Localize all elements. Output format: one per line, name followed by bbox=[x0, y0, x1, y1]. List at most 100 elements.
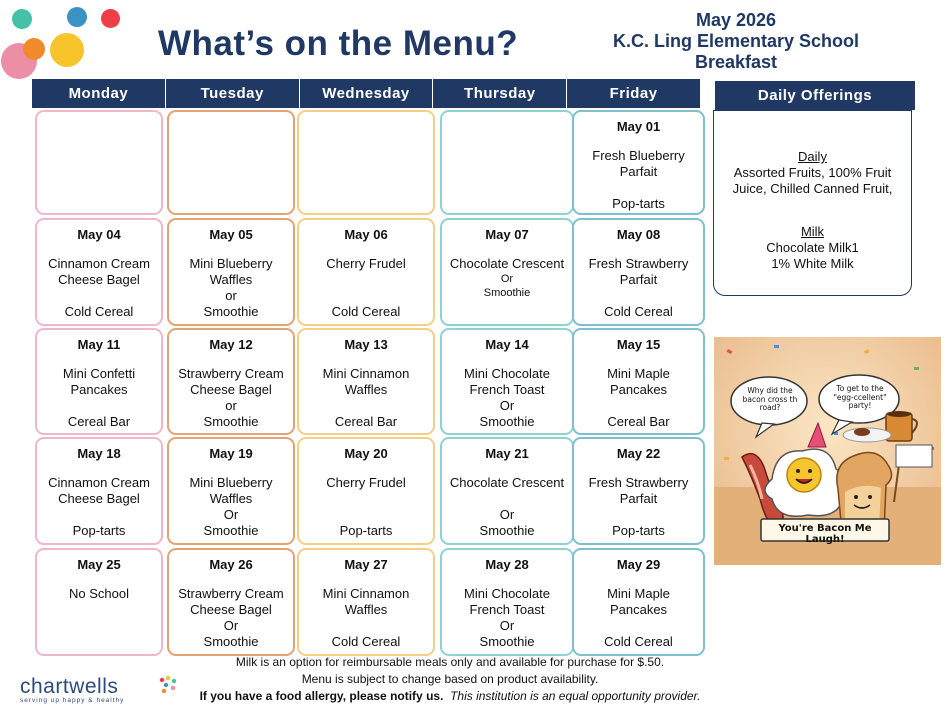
illustration-bubble-left: Why did the bacon cross th road? bbox=[742, 386, 798, 412]
day-cell-friday: May 22 Fresh Strawberry Parfait Pop-tarts bbox=[572, 437, 705, 545]
menu-date: May 22 bbox=[616, 446, 661, 461]
footer-equal-opportunity-note: This institution is an equal opportunity… bbox=[450, 689, 701, 703]
menu-item: Chocolate Crescent bbox=[449, 475, 565, 490]
day-cell-monday bbox=[35, 110, 163, 215]
menu-item: Pop-tarts bbox=[612, 523, 665, 538]
chartwells-logo: chartwells serving up happy & healthy bbox=[20, 675, 177, 704]
illustration-bubble-right: To get to the "egg-ccellent" party! bbox=[833, 384, 887, 410]
menu-date: May 14 bbox=[485, 337, 529, 352]
menu-item: Cinnamon Cream bbox=[48, 475, 150, 490]
day-cell-wednesday: May 06 Cherry Frudel Cold Cereal bbox=[297, 218, 435, 326]
menu-month: May 2026 bbox=[695, 10, 777, 30]
menu-item: Cheese Bagel bbox=[190, 382, 272, 397]
menu-item: No School bbox=[69, 586, 129, 601]
menu-date: May 29 bbox=[616, 557, 661, 572]
logo-tagline: serving up happy & healthy bbox=[20, 697, 125, 704]
footer-allergy-note: If you have a food allergy, please notif… bbox=[199, 689, 444, 703]
menu-item: Cold Cereal bbox=[331, 304, 401, 319]
menu-item: Mini Maple bbox=[607, 366, 670, 381]
menu-item: Mini Blueberry bbox=[189, 256, 273, 271]
menu-item: Cheese Bagel bbox=[190, 602, 272, 617]
menu-item: Cold Cereal bbox=[64, 304, 134, 319]
menu-item: Smoothie bbox=[479, 523, 535, 538]
menu-item: Or bbox=[499, 507, 515, 522]
menu-item: Cherry Frudel bbox=[326, 475, 406, 490]
daily-offerings-header: Daily Offerings bbox=[715, 81, 915, 110]
menu-date: May 21 bbox=[485, 446, 529, 461]
menu-date: May 19 bbox=[209, 446, 253, 461]
menu-item: or bbox=[225, 288, 237, 303]
footer-notes: Milk is an option for reimbursable meals… bbox=[180, 654, 720, 705]
milk-line: Chocolate Milk1 bbox=[766, 240, 859, 255]
day-header-thursday: Thursday bbox=[433, 79, 568, 108]
menu-item: Mini Confetti bbox=[62, 366, 136, 381]
menu-item: French Toast bbox=[469, 382, 545, 397]
day-cell-thursday bbox=[440, 110, 574, 215]
menu-item: Smoothie bbox=[203, 523, 259, 538]
menu-item: Chocolate Crescent bbox=[449, 256, 565, 271]
day-cell-friday: May 15 Mini Maple Pancakes Cereal Bar bbox=[572, 328, 705, 435]
menu-item: Waffles bbox=[209, 272, 253, 287]
menu-item: Cinnamon Cream bbox=[48, 256, 150, 271]
menu-date: May 12 bbox=[209, 337, 253, 352]
day-header-tuesday: Tuesday bbox=[166, 79, 300, 108]
menu-item: Cereal Bar bbox=[607, 414, 670, 429]
day-cell-thursday: May 28 Mini Chocolate French Toast Or Smooth… bbox=[440, 548, 574, 656]
menu-item: Smoothie bbox=[203, 634, 259, 649]
menu-item: Parfait bbox=[619, 164, 658, 179]
menu-item: Strawberry Cream bbox=[178, 586, 284, 601]
menu-item: Parfait bbox=[619, 491, 658, 506]
menu-date: May 26 bbox=[209, 557, 253, 572]
footer-milk-note: Milk is an option for reimbursable meals… bbox=[235, 655, 665, 669]
menu-item: Waffles bbox=[344, 382, 388, 397]
day-cell-friday: May 01 Fresh Blueberry Parfait Pop-tarts bbox=[572, 110, 705, 215]
menu-item: Smoothie bbox=[479, 634, 535, 649]
menu-date: May 28 bbox=[485, 557, 529, 572]
menu-date: May 08 bbox=[616, 227, 661, 242]
menu-item: Smoothie bbox=[483, 287, 531, 299]
footer-menu-note: Menu is subject to change based on produ… bbox=[301, 672, 599, 686]
menu-item: Cereal Bar bbox=[334, 414, 398, 429]
menu-item: Fresh Strawberry bbox=[588, 475, 689, 490]
menu-item: Pop-tarts bbox=[339, 523, 393, 538]
logo-dots-icon bbox=[159, 675, 177, 694]
menu-date: May 01 bbox=[616, 119, 661, 134]
menu-date: May 07 bbox=[485, 227, 529, 242]
day-cell-friday: May 29 Mini Maple Pancakes Cold Cereal bbox=[572, 548, 705, 656]
page-title: What’s on the Menu? bbox=[158, 24, 519, 63]
menu-item: Cereal Bar bbox=[67, 414, 131, 429]
daily-line: Juice, Chilled Canned Fruit, bbox=[732, 181, 893, 196]
day-cell-monday: May 04 Cinnamon Cream Cheese Bagel Cold Cer… bbox=[35, 218, 163, 326]
day-cell-wednesday: May 20 Cherry Frudel Pop-tarts bbox=[297, 437, 435, 545]
school-name: K.C. Ling Elementary School bbox=[612, 31, 860, 51]
menu-item: Waffles bbox=[209, 491, 253, 506]
menu-item: Or bbox=[499, 618, 515, 633]
menu-item: Mini Chocolate bbox=[464, 586, 550, 601]
menu-item: Strawberry Cream bbox=[178, 366, 284, 381]
menu-date: May 25 bbox=[77, 557, 121, 572]
menu-item: Cold Cereal bbox=[604, 634, 673, 649]
bacon-egg-toast-illustration: Why did the bacon cross th road? To get … bbox=[714, 337, 941, 565]
menu-item: Pancakes bbox=[609, 382, 668, 397]
menu-item: Smoothie bbox=[479, 414, 535, 429]
day-header-friday: Friday bbox=[609, 85, 658, 102]
menu-item: Pancakes bbox=[609, 602, 668, 617]
logo-wordmark: chartwells bbox=[20, 675, 119, 698]
day-header-wednesday: Wednesday bbox=[300, 79, 434, 108]
menu-date: May 18 bbox=[77, 446, 121, 461]
menu-item: Pop-tarts bbox=[72, 523, 126, 538]
menu-date: May 20 bbox=[344, 446, 388, 461]
menu-item: or bbox=[225, 398, 237, 413]
menu-item: Cold Cereal bbox=[331, 634, 401, 649]
menu-date: May 05 bbox=[209, 227, 253, 242]
menu-item: Waffles bbox=[344, 602, 388, 617]
menu-item: Or bbox=[500, 273, 514, 285]
menu-item: Mini Chocolate bbox=[464, 366, 550, 381]
menu-item: Or bbox=[499, 398, 515, 413]
day-cell-tuesday: May 05 Mini Blueberry Waffles or Smoothie bbox=[167, 218, 295, 326]
meal-type: Breakfast bbox=[694, 52, 778, 72]
school-info: May 2026 K.C. Ling Elementary School Bre… bbox=[588, 10, 884, 73]
day-header-monday: Monday bbox=[32, 79, 166, 108]
day-cell-monday: May 11 Mini Confetti Pancakes Cereal Bar bbox=[35, 328, 163, 435]
menu-item: Cheese Bagel bbox=[58, 272, 140, 287]
